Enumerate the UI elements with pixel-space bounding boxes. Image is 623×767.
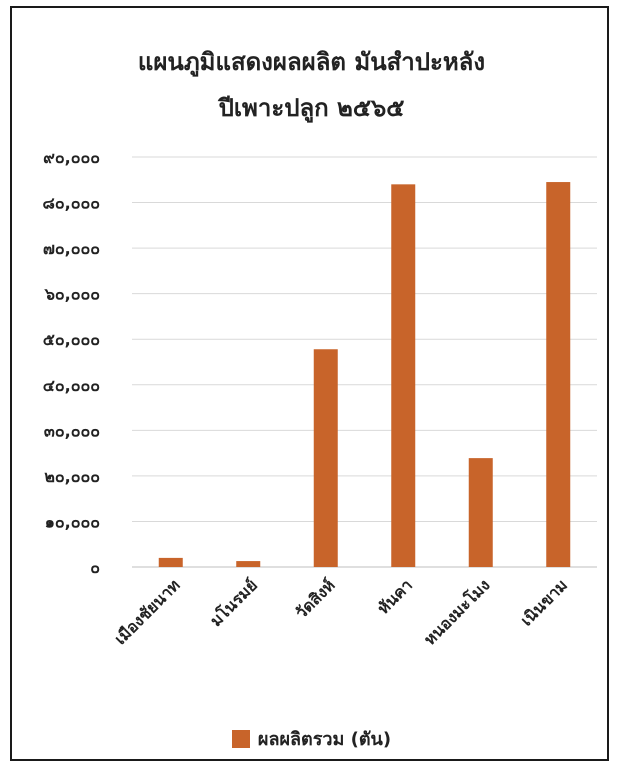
x-category-label: หันคา [374, 575, 417, 618]
y-tick-label: ๙๐,๐๐๐ [43, 148, 100, 167]
y-tick-label: ๓๐,๐๐๐ [44, 421, 100, 440]
x-category-label: วัดสิงห์ [292, 575, 339, 622]
y-tick-label: ๗๐,๐๐๐ [43, 239, 100, 258]
legend-swatch [231, 729, 250, 748]
bar [468, 458, 493, 567]
bar [546, 182, 571, 568]
y-tick-label: ๘๐,๐๐๐ [43, 194, 100, 213]
y-tick-label: ๑๐,๐๐๐ [45, 512, 100, 531]
bar [158, 557, 183, 567]
x-category-label: เนินขาม [517, 575, 571, 629]
chart-title-line-2: ปีเพาะปลูก ๒๕๖๕ [218, 94, 405, 122]
x-category-label: เมืองชัยนาท [111, 575, 184, 648]
bar-chart: ๐ ๑๐,๐๐๐ ๒๐,๐๐๐ ๓๐,๐๐๐ ๔๐,๐๐๐ ๕๐,๐๐๐ ๖๐,๐๐๐ ๗๐,… [43, 148, 597, 649]
y-tick-label: ๕๐,๐๐๐ [43, 330, 100, 349]
chart-frame: แผนภูมิแสดงผลผลิต มันสำปะหลัง ปีเพาะปลูก… [10, 6, 609, 761]
chart-title-line-1: แผนภูมิแสดงผลผลิต มันสำปะหลัง [137, 48, 486, 76]
bar [236, 561, 261, 567]
x-category-label: หนองมะโมง [419, 575, 493, 649]
y-tick-label: ๒๐,๐๐๐ [44, 467, 100, 486]
x-category-label: มโนรมย์ [206, 575, 262, 631]
y-tick-label: ๔๐,๐๐๐ [43, 376, 100, 395]
bar [313, 349, 338, 567]
bar [391, 184, 416, 568]
y-tick-label: ๐ [90, 558, 100, 577]
legend-label: ผลผลิตรวม (ตัน) [257, 729, 392, 750]
y-tick-label: ๖๐,๐๐๐ [44, 285, 100, 304]
legend: ผลผลิตรวม (ตัน) [12, 724, 611, 753]
